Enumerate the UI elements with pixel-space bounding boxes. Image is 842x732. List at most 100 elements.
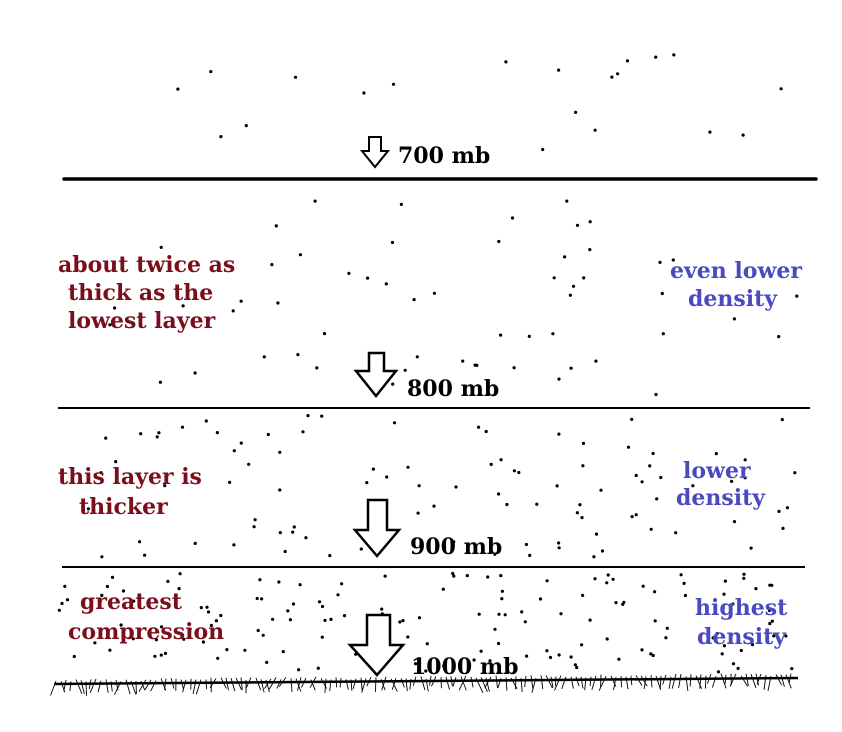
layer1-dot xyxy=(557,377,561,381)
ground-hatch-mark xyxy=(310,679,316,691)
layer1-dot xyxy=(108,323,112,327)
layer2-dot xyxy=(626,445,631,449)
ground-hatch-mark xyxy=(220,677,227,689)
layer3-dot xyxy=(298,583,302,587)
layer2-dot xyxy=(575,511,580,515)
ground-hatch-mark xyxy=(668,676,672,689)
layer2-dot xyxy=(253,518,257,522)
layer3-dot xyxy=(559,612,563,616)
layer3-dot xyxy=(653,619,657,623)
layer1-dot xyxy=(575,223,580,227)
ground-hatch-mark xyxy=(329,679,332,692)
ground-hatch-mark xyxy=(110,681,113,692)
ground-hatch-mark xyxy=(584,677,587,691)
ground-hatch-mark xyxy=(711,676,717,688)
ground-hatch-mark xyxy=(429,675,432,686)
layer3-dot xyxy=(65,598,70,602)
ground-hatch-mark xyxy=(452,677,457,687)
layer3-dot xyxy=(772,634,776,638)
layer3-dot xyxy=(214,619,218,623)
layer1-dot xyxy=(313,199,317,203)
layer3-dot xyxy=(500,589,504,593)
layer1-dot xyxy=(270,263,274,267)
layer2-dot xyxy=(452,540,456,544)
layer1-dot xyxy=(777,335,781,339)
layer2-dot xyxy=(320,414,324,418)
layer1-dot xyxy=(588,220,592,224)
layer1-dot xyxy=(158,380,162,384)
layer3-dot xyxy=(260,597,264,601)
layer3-dot xyxy=(790,667,794,671)
top-dot xyxy=(391,82,396,86)
ground-hatch-mark xyxy=(381,676,387,691)
layer1-right-line-1: even lower xyxy=(670,258,802,284)
layer2-dot xyxy=(104,436,108,440)
layer3-dot xyxy=(472,658,476,662)
layer2-dot xyxy=(781,526,785,531)
layer2-left-line-1: this layer is xyxy=(58,464,202,490)
layer3-dot xyxy=(736,666,740,671)
layer3-dot xyxy=(770,619,774,623)
layer3-dot xyxy=(622,600,626,604)
layer1-dot xyxy=(497,239,501,244)
layer2-dot xyxy=(306,414,310,418)
layer3-dot xyxy=(63,584,67,589)
layer1-dot xyxy=(432,291,436,295)
layer3-dot xyxy=(605,581,609,585)
layer3-dot xyxy=(205,605,209,609)
ground-hatch-mark xyxy=(510,677,518,690)
top-dot xyxy=(654,55,658,59)
ground-hatch-mark xyxy=(300,677,307,688)
layer3-dot xyxy=(60,601,64,606)
layer3-dot xyxy=(277,580,281,584)
layer2-right-line-1: lower xyxy=(683,458,751,484)
layer2-dot xyxy=(630,417,634,421)
ground-hatch-mark xyxy=(659,675,662,690)
layer1-dot xyxy=(732,317,737,321)
ground-hatch-mark xyxy=(324,678,327,693)
layer3-dot xyxy=(525,654,529,658)
layer2-dot xyxy=(292,525,296,529)
layer2-dot xyxy=(505,502,509,507)
layer2-dot xyxy=(266,432,270,437)
top-dot xyxy=(593,128,597,132)
ground-hatch-mark xyxy=(685,676,689,691)
ground-hatch-mark xyxy=(767,676,772,691)
layer1-dot xyxy=(527,334,531,338)
layer3-dot xyxy=(557,653,561,657)
layer3-dot xyxy=(742,576,746,581)
layer2-dot xyxy=(578,503,582,507)
layer2-dot xyxy=(557,432,561,436)
layer3-dot xyxy=(182,637,186,641)
layer2-dot xyxy=(634,473,638,478)
down-arrow-1000 xyxy=(347,613,406,677)
layer2-dot xyxy=(99,471,103,475)
layer2-dot xyxy=(730,479,734,483)
layer2-dot xyxy=(416,511,420,515)
layer3-dot xyxy=(641,584,645,588)
layer3-dot xyxy=(383,574,387,578)
pressure-label-800: 800 mb xyxy=(407,376,499,402)
layer3-dot xyxy=(177,587,181,591)
ground-hatch-mark xyxy=(497,678,502,689)
layer3-dot xyxy=(651,653,655,658)
ground-hatch-mark xyxy=(460,676,467,691)
layer3-left-line-2: compression xyxy=(68,619,224,645)
layer3-dot xyxy=(401,619,405,623)
layer2-dot xyxy=(114,460,118,464)
layer1-dot xyxy=(276,301,280,305)
ground-hatch-mark xyxy=(475,677,484,693)
ground-hatch-mark xyxy=(554,676,557,687)
layer2-dot xyxy=(743,476,747,480)
layer2-dot xyxy=(651,451,655,456)
layer3-dot xyxy=(398,620,402,624)
ground-hatch-mark xyxy=(255,677,262,691)
layer1-dot xyxy=(512,366,516,370)
top-dot xyxy=(616,72,620,76)
ground-hatch-mark xyxy=(138,679,147,692)
layer2-dot xyxy=(239,441,243,445)
layer2-dot xyxy=(371,467,375,471)
layer3-dot xyxy=(499,574,503,578)
ground-hatch-mark xyxy=(495,675,498,689)
